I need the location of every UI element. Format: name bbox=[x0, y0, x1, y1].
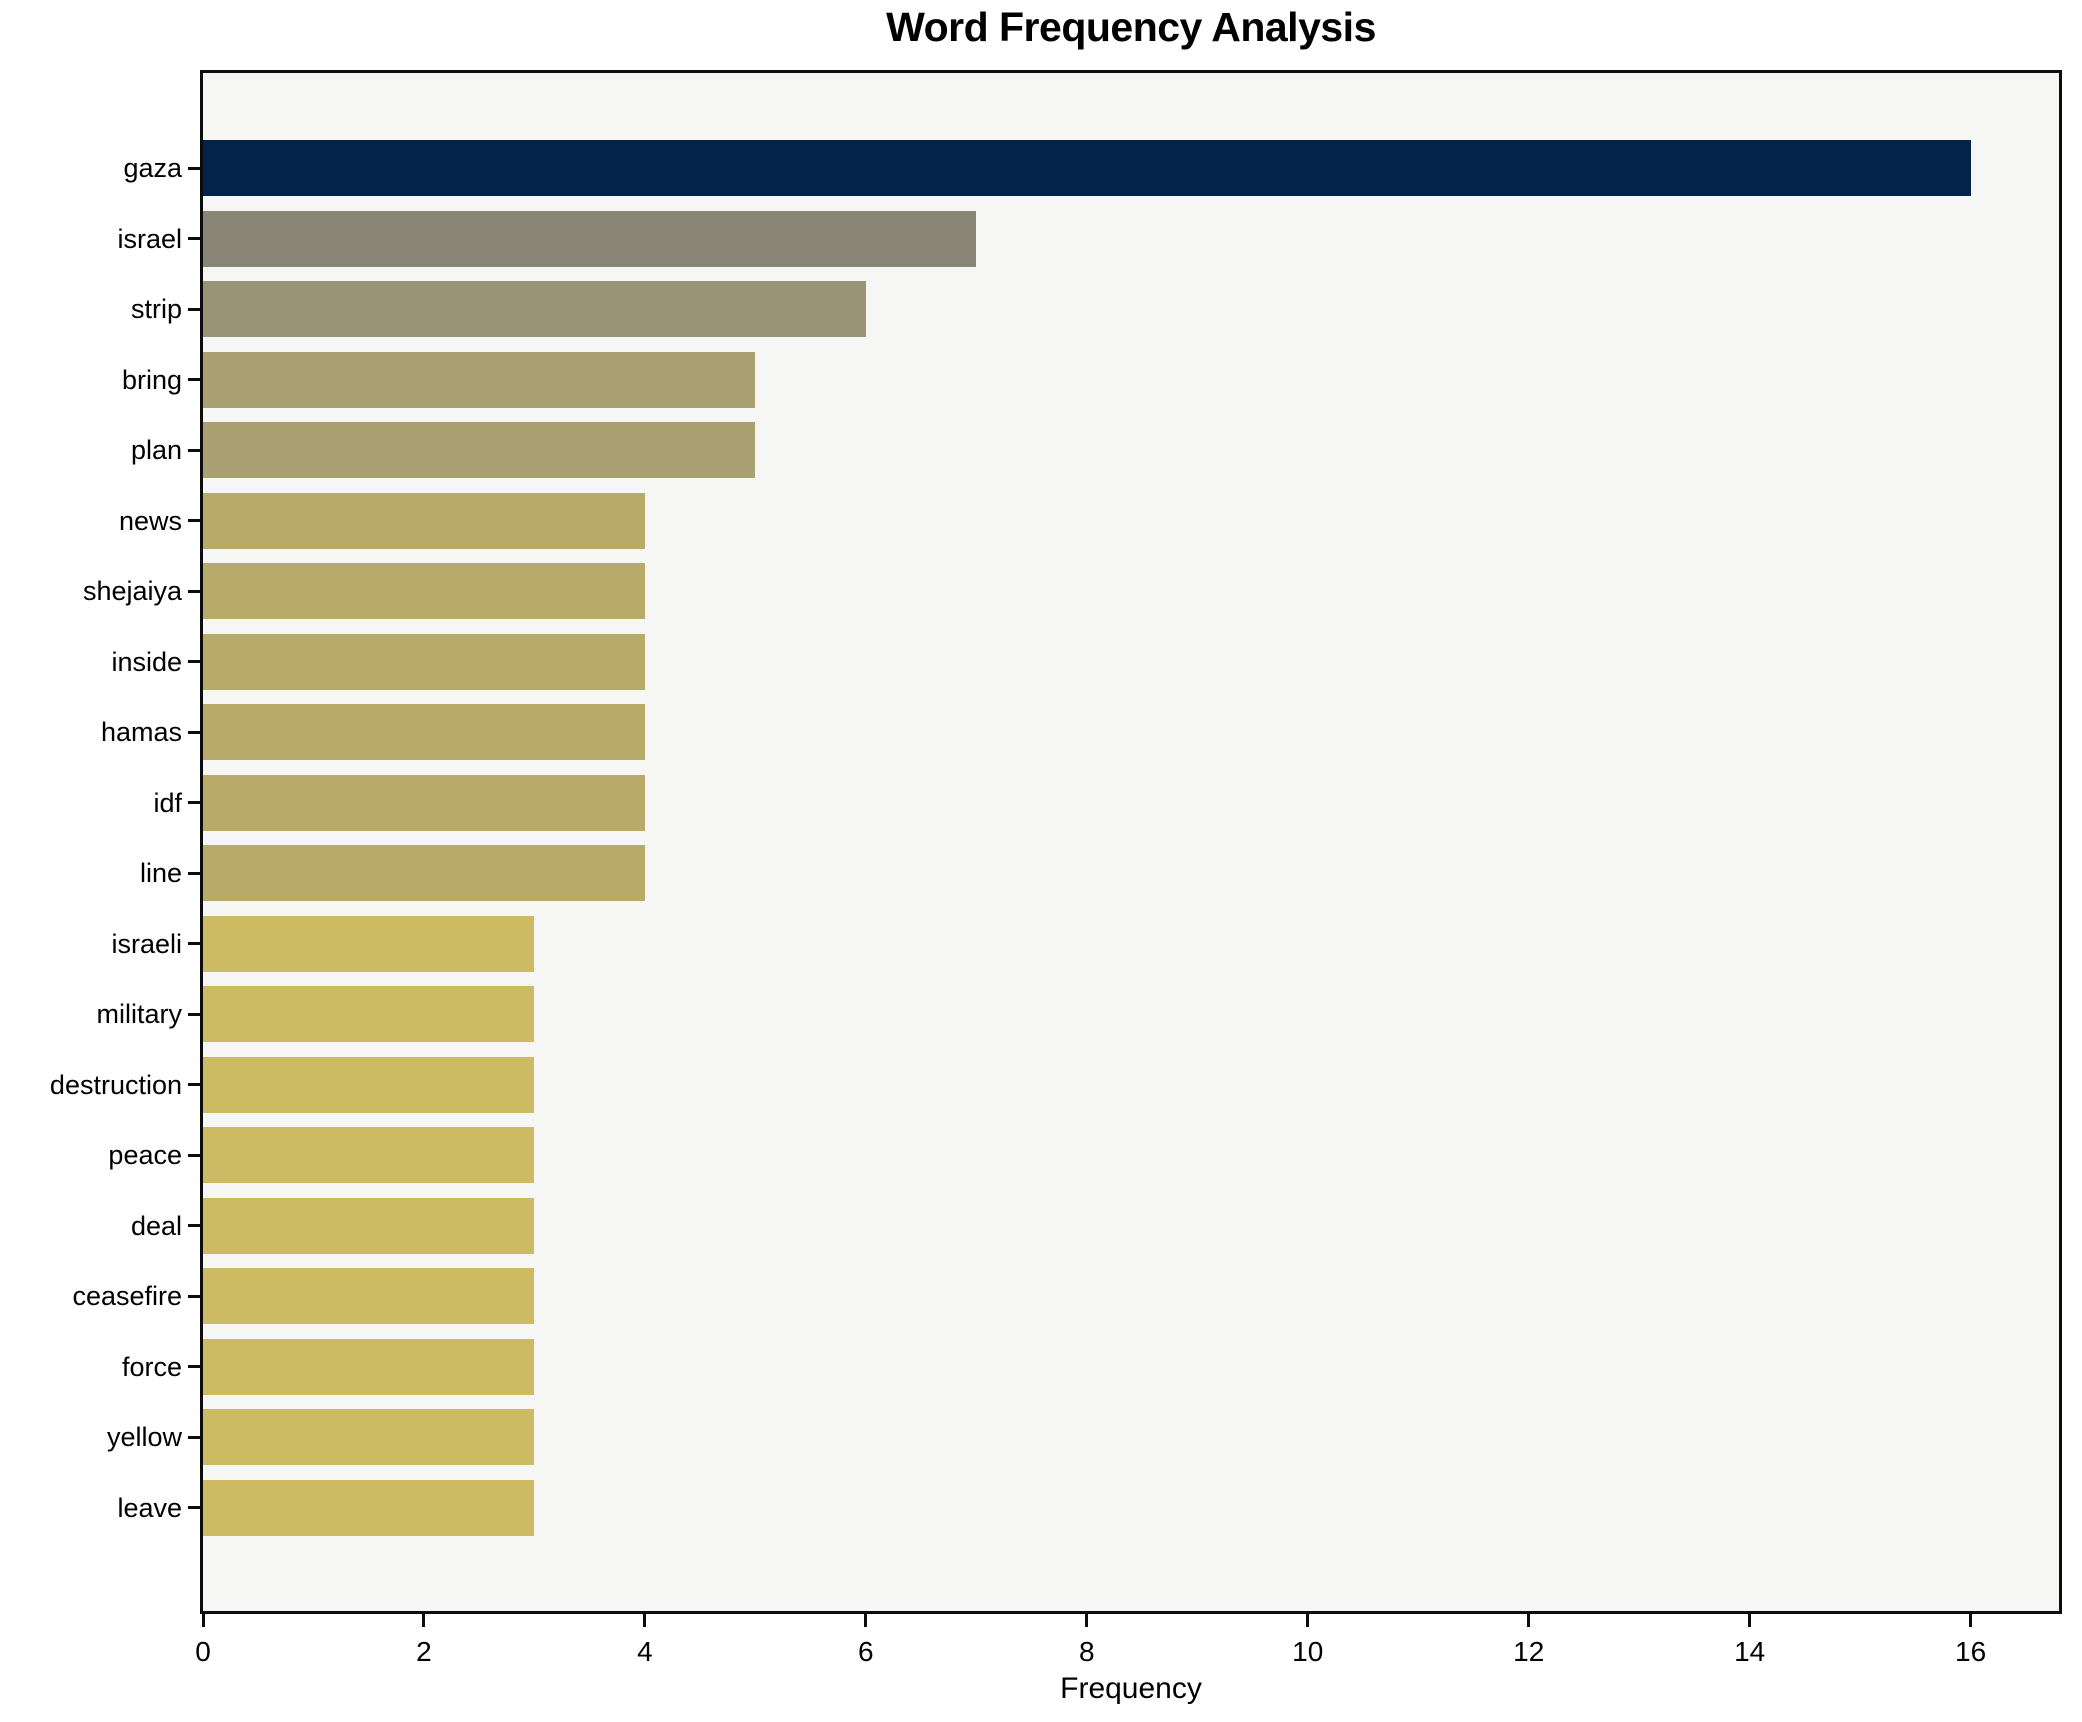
x-tick-mark bbox=[1748, 1614, 1752, 1627]
x-tick-mark bbox=[1306, 1614, 1310, 1627]
bar-idf bbox=[203, 774, 645, 831]
y-tick-mark bbox=[188, 871, 200, 875]
y-tick-mark bbox=[188, 1012, 200, 1016]
bar-military bbox=[203, 986, 535, 1042]
x-tick-label: 4 bbox=[637, 1636, 653, 1667]
y-tick-label: idf bbox=[153, 787, 182, 818]
bar-shejaiya bbox=[203, 563, 645, 619]
bar-gaza bbox=[203, 140, 1971, 196]
bar-israeli bbox=[203, 915, 535, 972]
bar-news bbox=[203, 492, 645, 549]
bar-deal bbox=[203, 1197, 535, 1254]
x-tick-mark bbox=[201, 1614, 205, 1627]
bar-peace bbox=[203, 1127, 535, 1183]
y-tick-mark bbox=[188, 1083, 200, 1086]
y-tick-mark bbox=[188, 166, 200, 170]
bar-plan bbox=[203, 422, 756, 478]
bar-destruction bbox=[203, 1056, 535, 1113]
bar-force bbox=[203, 1338, 535, 1395]
y-tick-mark bbox=[188, 1365, 200, 1368]
y-tick-mark bbox=[188, 519, 200, 522]
y-tick-mark bbox=[188, 237, 200, 240]
chart-title: Word Frequency Analysis bbox=[886, 4, 1376, 50]
x-axis-label: Frequency bbox=[1060, 1672, 1202, 1705]
x-tick-label: 2 bbox=[416, 1636, 432, 1667]
y-tick-mark bbox=[188, 589, 200, 593]
y-tick-label: israeli bbox=[111, 928, 182, 959]
bar-israel bbox=[203, 210, 977, 267]
y-tick-mark bbox=[188, 801, 200, 804]
y-tick-label: strip bbox=[130, 294, 182, 324]
y-tick-mark bbox=[188, 730, 200, 734]
y-tick-mark bbox=[188, 942, 200, 945]
y-tick-mark bbox=[188, 1435, 200, 1439]
y-tick-mark bbox=[188, 1153, 200, 1157]
y-tick-label: destruction bbox=[49, 1069, 182, 1100]
plot-area bbox=[200, 70, 2062, 1614]
y-tick-label: ceasefire bbox=[72, 1281, 182, 1311]
y-tick-label: deal bbox=[130, 1210, 182, 1241]
x-tick-label: 0 bbox=[195, 1636, 211, 1667]
x-tick-label: 12 bbox=[1513, 1636, 1545, 1667]
bar-line bbox=[203, 845, 645, 901]
x-tick-mark bbox=[1527, 1614, 1531, 1627]
y-tick-label: plan bbox=[130, 435, 182, 465]
x-tick-mark bbox=[643, 1614, 647, 1627]
y-tick-mark bbox=[188, 660, 200, 663]
x-tick-label: 6 bbox=[858, 1636, 874, 1667]
bar-yellow bbox=[203, 1409, 535, 1465]
x-tick-mark bbox=[1085, 1614, 1089, 1627]
y-tick-mark bbox=[188, 307, 200, 311]
y-tick-mark bbox=[188, 1294, 200, 1298]
bar-ceasefire bbox=[203, 1268, 535, 1324]
x-tick-label: 8 bbox=[1079, 1636, 1095, 1667]
bar-leave bbox=[203, 1479, 535, 1536]
y-tick-mark bbox=[188, 378, 200, 381]
y-tick-label: line bbox=[139, 858, 182, 888]
bar-hamas bbox=[203, 704, 645, 760]
y-tick-label: inside bbox=[111, 646, 182, 677]
y-tick-mark bbox=[188, 1224, 200, 1227]
y-tick-label: hamas bbox=[100, 717, 182, 747]
y-tick-mark bbox=[188, 448, 200, 452]
y-tick-label: israel bbox=[117, 223, 182, 254]
x-tick-mark bbox=[1969, 1614, 1973, 1627]
bar-inside bbox=[203, 633, 645, 690]
y-tick-label: peace bbox=[108, 1140, 182, 1170]
y-tick-label: leave bbox=[117, 1492, 182, 1523]
y-tick-label: yellow bbox=[106, 1422, 182, 1452]
y-tick-label: military bbox=[96, 999, 183, 1029]
x-tick-mark bbox=[864, 1614, 868, 1627]
y-tick-label: gaza bbox=[123, 153, 182, 183]
bar-bring bbox=[203, 351, 756, 408]
x-tick-mark bbox=[422, 1614, 426, 1627]
y-tick-label: bring bbox=[121, 364, 182, 395]
x-tick-label: 16 bbox=[1955, 1636, 1987, 1667]
x-tick-label: 10 bbox=[1292, 1636, 1324, 1667]
x-tick-label: 14 bbox=[1734, 1636, 1766, 1667]
bar-strip bbox=[203, 281, 866, 337]
y-tick-label: news bbox=[118, 505, 182, 536]
y-tick-mark bbox=[188, 1506, 200, 1509]
y-tick-label: force bbox=[121, 1351, 182, 1382]
y-tick-label: shejaiya bbox=[82, 576, 182, 606]
